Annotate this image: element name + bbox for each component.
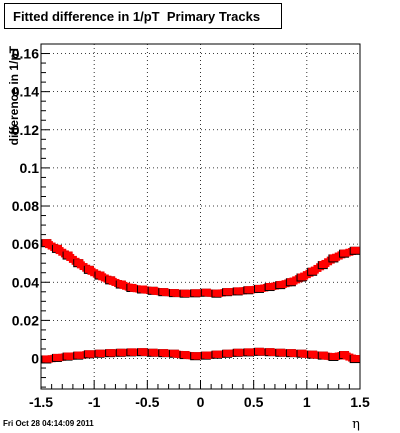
data-point: [116, 348, 126, 356]
x-tick-label: -1.5: [29, 394, 53, 410]
data-point: [116, 280, 126, 288]
y-tick-label: 0: [31, 351, 39, 367]
y-tick-label: 0.12: [12, 122, 39, 138]
data-point: [276, 348, 286, 356]
data-point: [74, 351, 84, 359]
data-point: [308, 267, 318, 275]
x-tick-label: 1: [303, 394, 311, 410]
data-point: [254, 347, 264, 355]
data-point: [308, 350, 318, 358]
data-point: [191, 352, 201, 360]
data-point: [52, 353, 62, 361]
data-point: [233, 287, 243, 295]
data-point: [318, 261, 328, 269]
data-point: [223, 349, 233, 357]
data-point: [63, 352, 73, 360]
data-point: [52, 244, 62, 252]
y-tick-label: 0.02: [12, 312, 39, 328]
data-point: [340, 249, 350, 257]
x-tick-label: -1: [88, 394, 101, 410]
x-tick-label: 0.5: [244, 394, 264, 410]
y-axis-label: difference in 1/pT: [7, 45, 21, 145]
data-point: [138, 348, 148, 356]
data-point: [127, 283, 137, 291]
data-point: [329, 352, 339, 360]
data-point: [159, 288, 169, 296]
data-point: [265, 348, 275, 356]
data-point: [233, 348, 243, 356]
data-point: [318, 351, 328, 359]
y-tick-label: 0.08: [12, 198, 39, 214]
data-point: [106, 349, 116, 357]
data-point: [297, 273, 307, 281]
y-tick-label: 0.1: [20, 160, 40, 176]
data-point: [265, 283, 275, 291]
data-point: [286, 278, 296, 286]
data-point: [180, 351, 190, 359]
data-point: [106, 276, 116, 284]
chart-title: Fitted difference in 1/pT Primary Tracks: [13, 8, 261, 24]
data-point: [180, 289, 190, 297]
data-point: [201, 351, 211, 359]
x-tick-label: -0.5: [135, 394, 159, 410]
chart-title-box: Fitted difference in 1/pT Primary Tracks: [4, 3, 282, 29]
data-point: [254, 284, 264, 292]
data-point: [276, 281, 286, 289]
series-2: [41, 347, 360, 364]
data-point: [127, 348, 137, 356]
data-point: [329, 254, 339, 262]
data-point: [138, 285, 148, 293]
data-point: [244, 286, 254, 294]
data-point: [74, 259, 84, 267]
data-point: [286, 349, 296, 357]
data-point: [42, 239, 52, 247]
data-point: [201, 288, 211, 296]
y-tick-label: 0.04: [12, 274, 39, 290]
data-point: [340, 351, 350, 359]
y-tick-label: 0.06: [12, 236, 39, 252]
x-tick-label: 0: [197, 394, 205, 410]
y-tick-label: 0.14: [12, 84, 39, 100]
data-point: [148, 348, 158, 356]
data-point: [95, 271, 105, 279]
data-point: [212, 289, 222, 297]
data-point: [169, 349, 179, 357]
data-point: [63, 251, 73, 259]
data-point: [159, 349, 169, 357]
data-point: [95, 349, 105, 357]
timestamp-footer: Fri Oct 28 04:14:09 2011: [3, 419, 94, 428]
data-point: [148, 286, 158, 294]
series-1: [41, 239, 360, 298]
y-tick-label: 0.16: [12, 46, 39, 62]
data-point: [84, 350, 94, 358]
data-point: [244, 348, 254, 356]
x-tick-label: 1.5: [350, 394, 370, 410]
data-point: [350, 246, 360, 254]
data-point: [223, 288, 233, 296]
data-point: [191, 289, 201, 297]
data-point: [350, 355, 360, 363]
data-point: [212, 350, 222, 358]
data-point: [84, 265, 94, 273]
data-point: [169, 289, 179, 297]
x-axis-label: η: [352, 417, 360, 432]
data-point: [42, 355, 52, 363]
data-point: [297, 349, 307, 357]
